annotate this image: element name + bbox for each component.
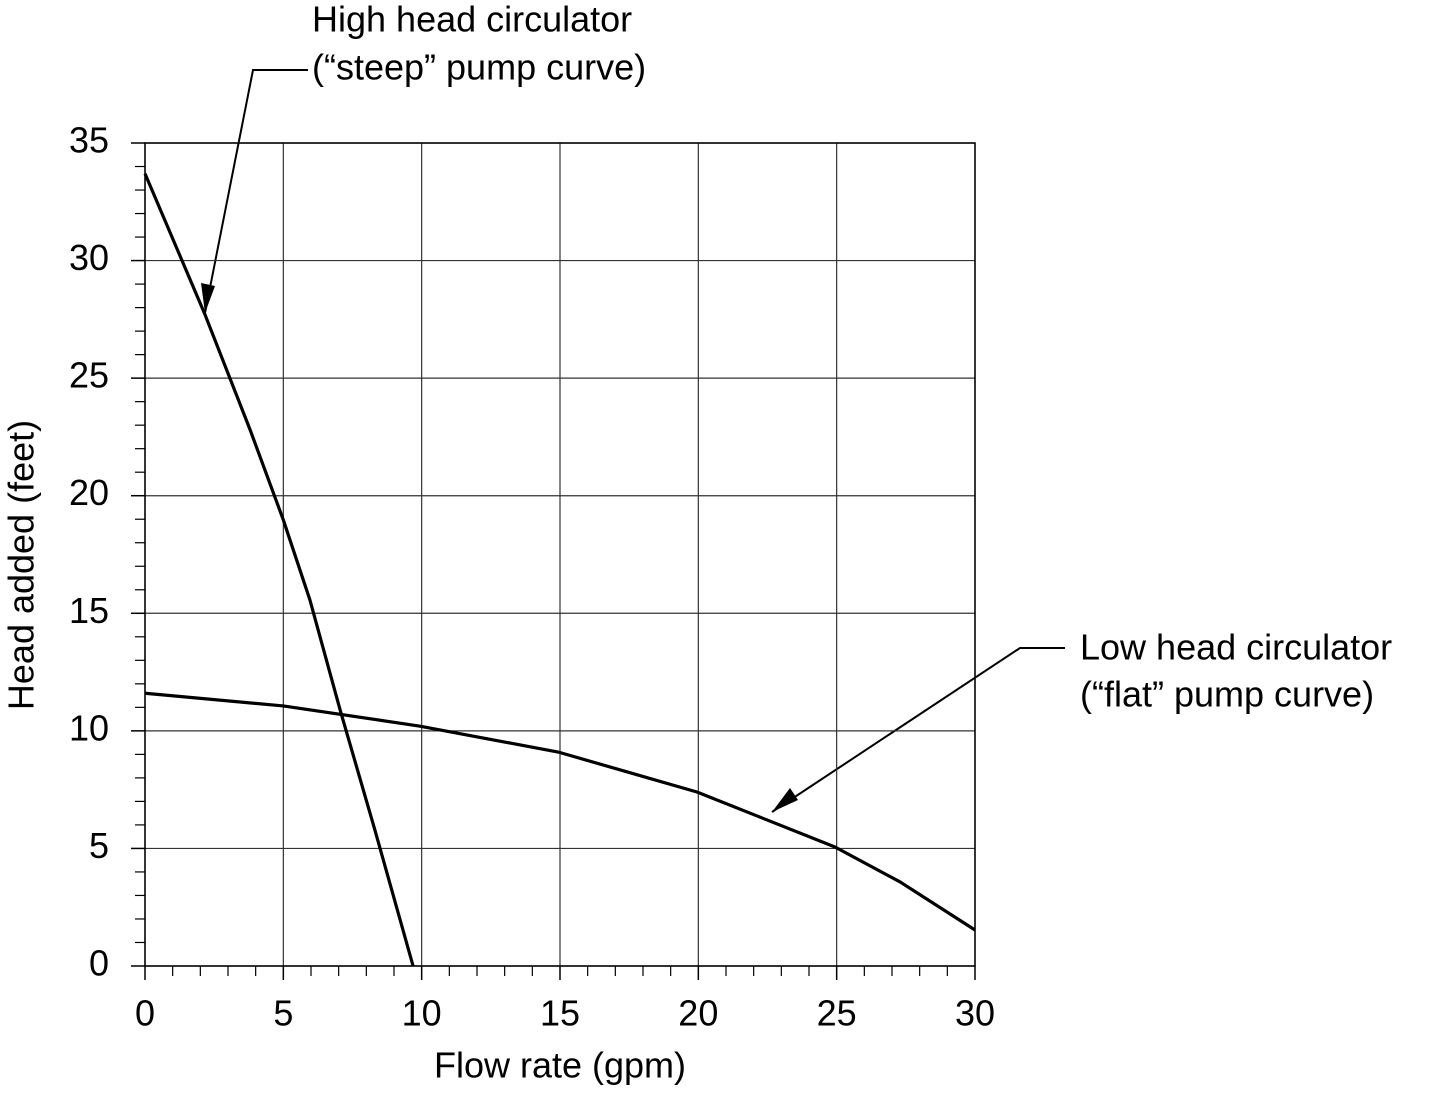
line-series	[144, 691, 976, 932]
x-tick-label: 25	[817, 993, 857, 1034]
annotation: (“flat” pump curve)	[1080, 674, 1374, 715]
x-tick-label: 15	[540, 993, 580, 1034]
y-tick-label: 10	[69, 707, 109, 748]
y-tick-label: 25	[69, 355, 109, 396]
y-tick-label: 30	[69, 237, 109, 278]
annotation: (“steep” pump curve)	[312, 47, 646, 88]
x-tick-label: 10	[402, 993, 442, 1034]
x-tick-label: 30	[955, 993, 995, 1034]
x-tick-label: 5	[273, 993, 293, 1034]
y-tick-label: 35	[69, 120, 109, 161]
x-tick-label: 20	[678, 993, 718, 1034]
y-axis-label: Head added (feet)	[1, 420, 42, 710]
x-tick-label: 0	[135, 993, 155, 1034]
y-tick-label: 5	[89, 825, 109, 866]
x-axis-label: Flow rate (gpm)	[434, 1045, 686, 1086]
y-tick-label: 15	[69, 590, 109, 631]
annotation-leader	[771, 647, 1065, 813]
y-tick-label: 20	[69, 472, 109, 513]
annotation-arrowhead	[772, 788, 798, 812]
line-series	[143, 172, 415, 967]
annotation: High head circulator	[312, 0, 632, 40]
annotation-leader	[204, 69, 308, 314]
annotation-arrowhead	[201, 283, 215, 313]
annotation: Low head circulator	[1080, 627, 1392, 668]
y-tick-label: 0	[89, 943, 109, 984]
plot-frame	[144, 142, 976, 967]
